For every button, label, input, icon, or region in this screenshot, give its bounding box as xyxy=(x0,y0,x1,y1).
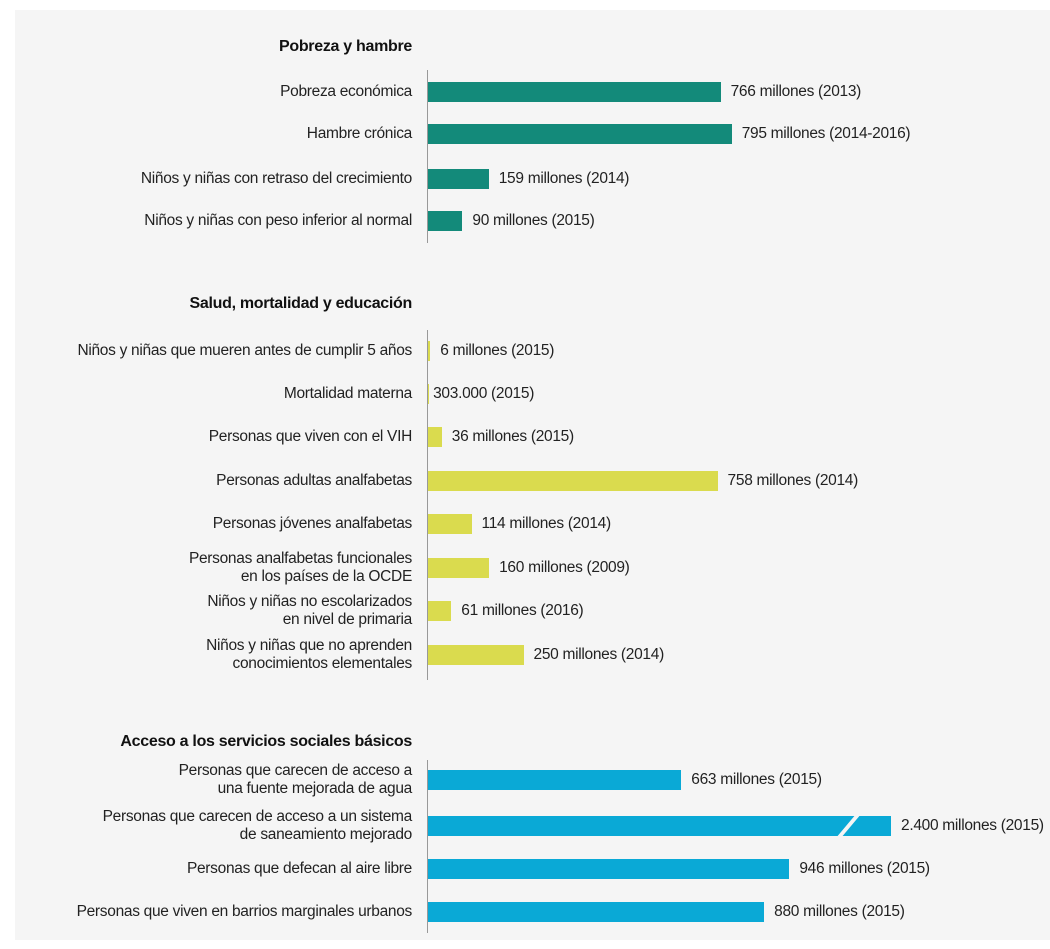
value-label: 2.400 millones (2015) xyxy=(901,817,1044,834)
bar xyxy=(428,427,442,447)
category-label: Personas analfabetas funcionales en los … xyxy=(188,550,412,585)
bar xyxy=(428,341,431,361)
category-label: Personas que defecan al aire libre xyxy=(186,860,412,877)
bar xyxy=(428,558,490,578)
category-label: Niños y niñas que no aprenden conocimien… xyxy=(206,637,412,672)
axis-line xyxy=(427,330,428,680)
category-label: Niños y niñas no escolarizados en nivel … xyxy=(207,593,412,628)
category-label: Niños y niñas con retraso del crecimient… xyxy=(140,170,412,187)
value-label: 303.000 (2015) xyxy=(433,385,535,402)
category-label: Personas jóvenes analfabetas xyxy=(212,515,413,532)
category-label: Personas adultas analfabetas xyxy=(216,472,412,489)
category-label: Personas que carecen de acceso a una fue… xyxy=(178,762,413,797)
value-label: 61 millones (2016) xyxy=(461,602,584,619)
value-label: 90 millones (2015) xyxy=(472,212,595,229)
category-label: Personas que carecen de acceso a un sist… xyxy=(102,808,413,843)
value-label: 795 millones (2014-2016) xyxy=(741,125,911,142)
bar xyxy=(428,645,524,665)
value-label: 250 millones (2014) xyxy=(533,646,665,663)
value-label: 663 millones (2015) xyxy=(691,771,822,788)
category-label: Personas que viven con el VIH xyxy=(208,428,413,445)
axis-line xyxy=(427,760,428,933)
bar xyxy=(428,816,891,836)
category-label: Niños y niñas que mueren antes de cumpli… xyxy=(77,342,412,359)
group-title: Salud, mortalidad y educación xyxy=(189,295,413,312)
bar xyxy=(428,82,721,102)
value-label: 159 millones (2014) xyxy=(498,170,630,187)
bar xyxy=(428,514,472,534)
bar xyxy=(428,471,718,491)
bar xyxy=(428,902,765,922)
axis-line xyxy=(427,70,428,243)
category-label: Pobreza económica xyxy=(280,83,412,100)
category-label: Personas que viven en barrios marginales… xyxy=(76,903,413,920)
value-label: 766 millones (2013) xyxy=(730,83,862,100)
category-label: Mortalidad materna xyxy=(283,385,412,402)
group-title: Acceso a los servicios sociales básicos xyxy=(120,733,412,750)
bar xyxy=(428,211,463,231)
category-label: Niños y niñas con peso inferior al norma… xyxy=(144,212,412,229)
value-label: 36 millones (2015) xyxy=(451,428,574,445)
value-label: 758 millones (2014) xyxy=(727,472,859,489)
bar xyxy=(428,169,489,189)
bar xyxy=(428,124,732,144)
value-label: 946 millones (2015) xyxy=(799,860,930,877)
value-label: 114 millones (2014) xyxy=(481,515,612,532)
bar xyxy=(428,601,452,621)
group-title: Pobreza y hambre xyxy=(278,38,412,55)
value-label: 880 millones (2015) xyxy=(774,903,905,920)
bar xyxy=(428,859,790,879)
value-label: 160 millones (2009) xyxy=(499,559,630,576)
bar xyxy=(428,770,682,790)
value-label: 6 millones (2015) xyxy=(440,342,555,359)
category-label: Hambre crónica xyxy=(306,125,413,142)
